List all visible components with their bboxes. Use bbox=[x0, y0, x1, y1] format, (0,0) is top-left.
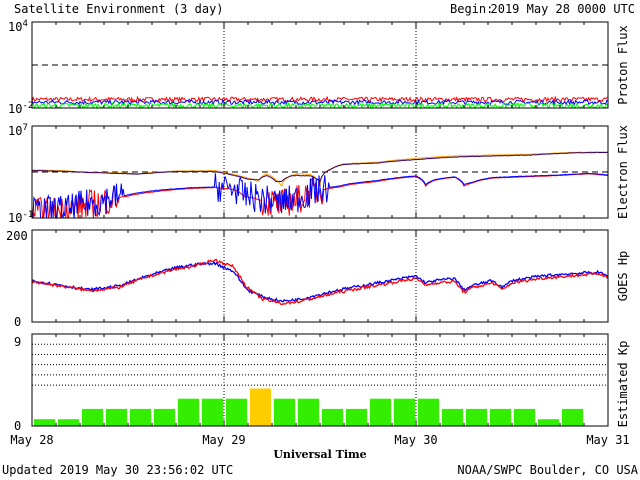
electron-ytick-top: 107 bbox=[8, 123, 28, 138]
kp-bar bbox=[250, 388, 271, 426]
proton-frame bbox=[31, 21, 609, 109]
kp-bar bbox=[298, 398, 319, 426]
xaxis-label: Universal Time bbox=[273, 448, 366, 461]
electron-series-red bbox=[31, 173, 608, 220]
electron-series-purple bbox=[31, 151, 609, 183]
electron-frame bbox=[31, 125, 609, 219]
kp-bar bbox=[106, 408, 127, 426]
kp-bar bbox=[346, 408, 367, 426]
kp-bar bbox=[82, 408, 103, 426]
proton-flux-panel: 104 10-2 Proton Flux bbox=[8, 19, 630, 116]
kp-panel: 9 0 Estimated Kp bbox=[14, 333, 630, 433]
kp-bar bbox=[34, 419, 55, 426]
kp-bar bbox=[442, 408, 463, 426]
proton-series-blue bbox=[31, 98, 609, 107]
kp-bar bbox=[202, 398, 223, 426]
kp-bar bbox=[562, 408, 583, 426]
goes-hp-panel: 200 0 GOES Hp bbox=[6, 229, 630, 329]
begin-value: 2019 May 28 0000 UTC bbox=[491, 2, 636, 16]
begin-label: Begin: bbox=[450, 2, 493, 16]
kp-bar bbox=[58, 419, 79, 426]
hp-ylabel: GOES Hp bbox=[616, 251, 630, 302]
electron-ylabel: Electron Flux bbox=[616, 125, 630, 219]
kp-bar bbox=[154, 408, 175, 426]
kp-ytick-bottom: 0 bbox=[14, 419, 21, 433]
xtick-may29: May 29 bbox=[202, 433, 245, 447]
kp-bar bbox=[394, 398, 415, 426]
hp-ytick-bottom: 0 bbox=[14, 315, 21, 329]
kp-bar bbox=[322, 408, 343, 426]
kp-bar bbox=[418, 398, 439, 426]
kp-ylabel: Estimated Kp bbox=[616, 341, 630, 428]
kp-bar bbox=[130, 408, 151, 426]
updated-timestamp: Updated 2019 May 30 23:56:02 UTC bbox=[2, 463, 233, 477]
proton-ytick-top: 104 bbox=[8, 19, 28, 34]
kp-bar bbox=[226, 398, 247, 426]
xtick-may30: May 30 bbox=[394, 433, 437, 447]
kp-bar bbox=[466, 408, 487, 426]
hp-ytick-top: 200 bbox=[6, 229, 28, 243]
kp-bar bbox=[274, 398, 295, 426]
electron-series-blue bbox=[32, 172, 608, 219]
kp-bar bbox=[514, 408, 535, 426]
credit: NOAA/SWPC Boulder, CO USA bbox=[457, 463, 638, 477]
kp-bar bbox=[490, 408, 511, 426]
chart-title: Satellite Environment (3 day) bbox=[14, 2, 224, 16]
kp-ytick-top: 9 bbox=[14, 335, 21, 349]
xtick-may31: May 31 bbox=[586, 433, 629, 447]
hp-frame bbox=[31, 229, 609, 323]
xtick-may28: May 28 bbox=[10, 433, 53, 447]
electron-flux-panel: 107 10-1 Electron Flux bbox=[8, 123, 630, 225]
hp-series-red bbox=[31, 258, 609, 306]
kp-bar bbox=[538, 419, 559, 426]
electron-ytick-bottom: 10-1 bbox=[8, 210, 33, 225]
proton-ytick-bottom: 10-2 bbox=[8, 101, 33, 116]
proton-series-red bbox=[31, 95, 609, 104]
kp-bar bbox=[370, 398, 391, 426]
kp-bar bbox=[178, 398, 199, 426]
proton-ylabel: Proton Flux bbox=[616, 25, 630, 104]
